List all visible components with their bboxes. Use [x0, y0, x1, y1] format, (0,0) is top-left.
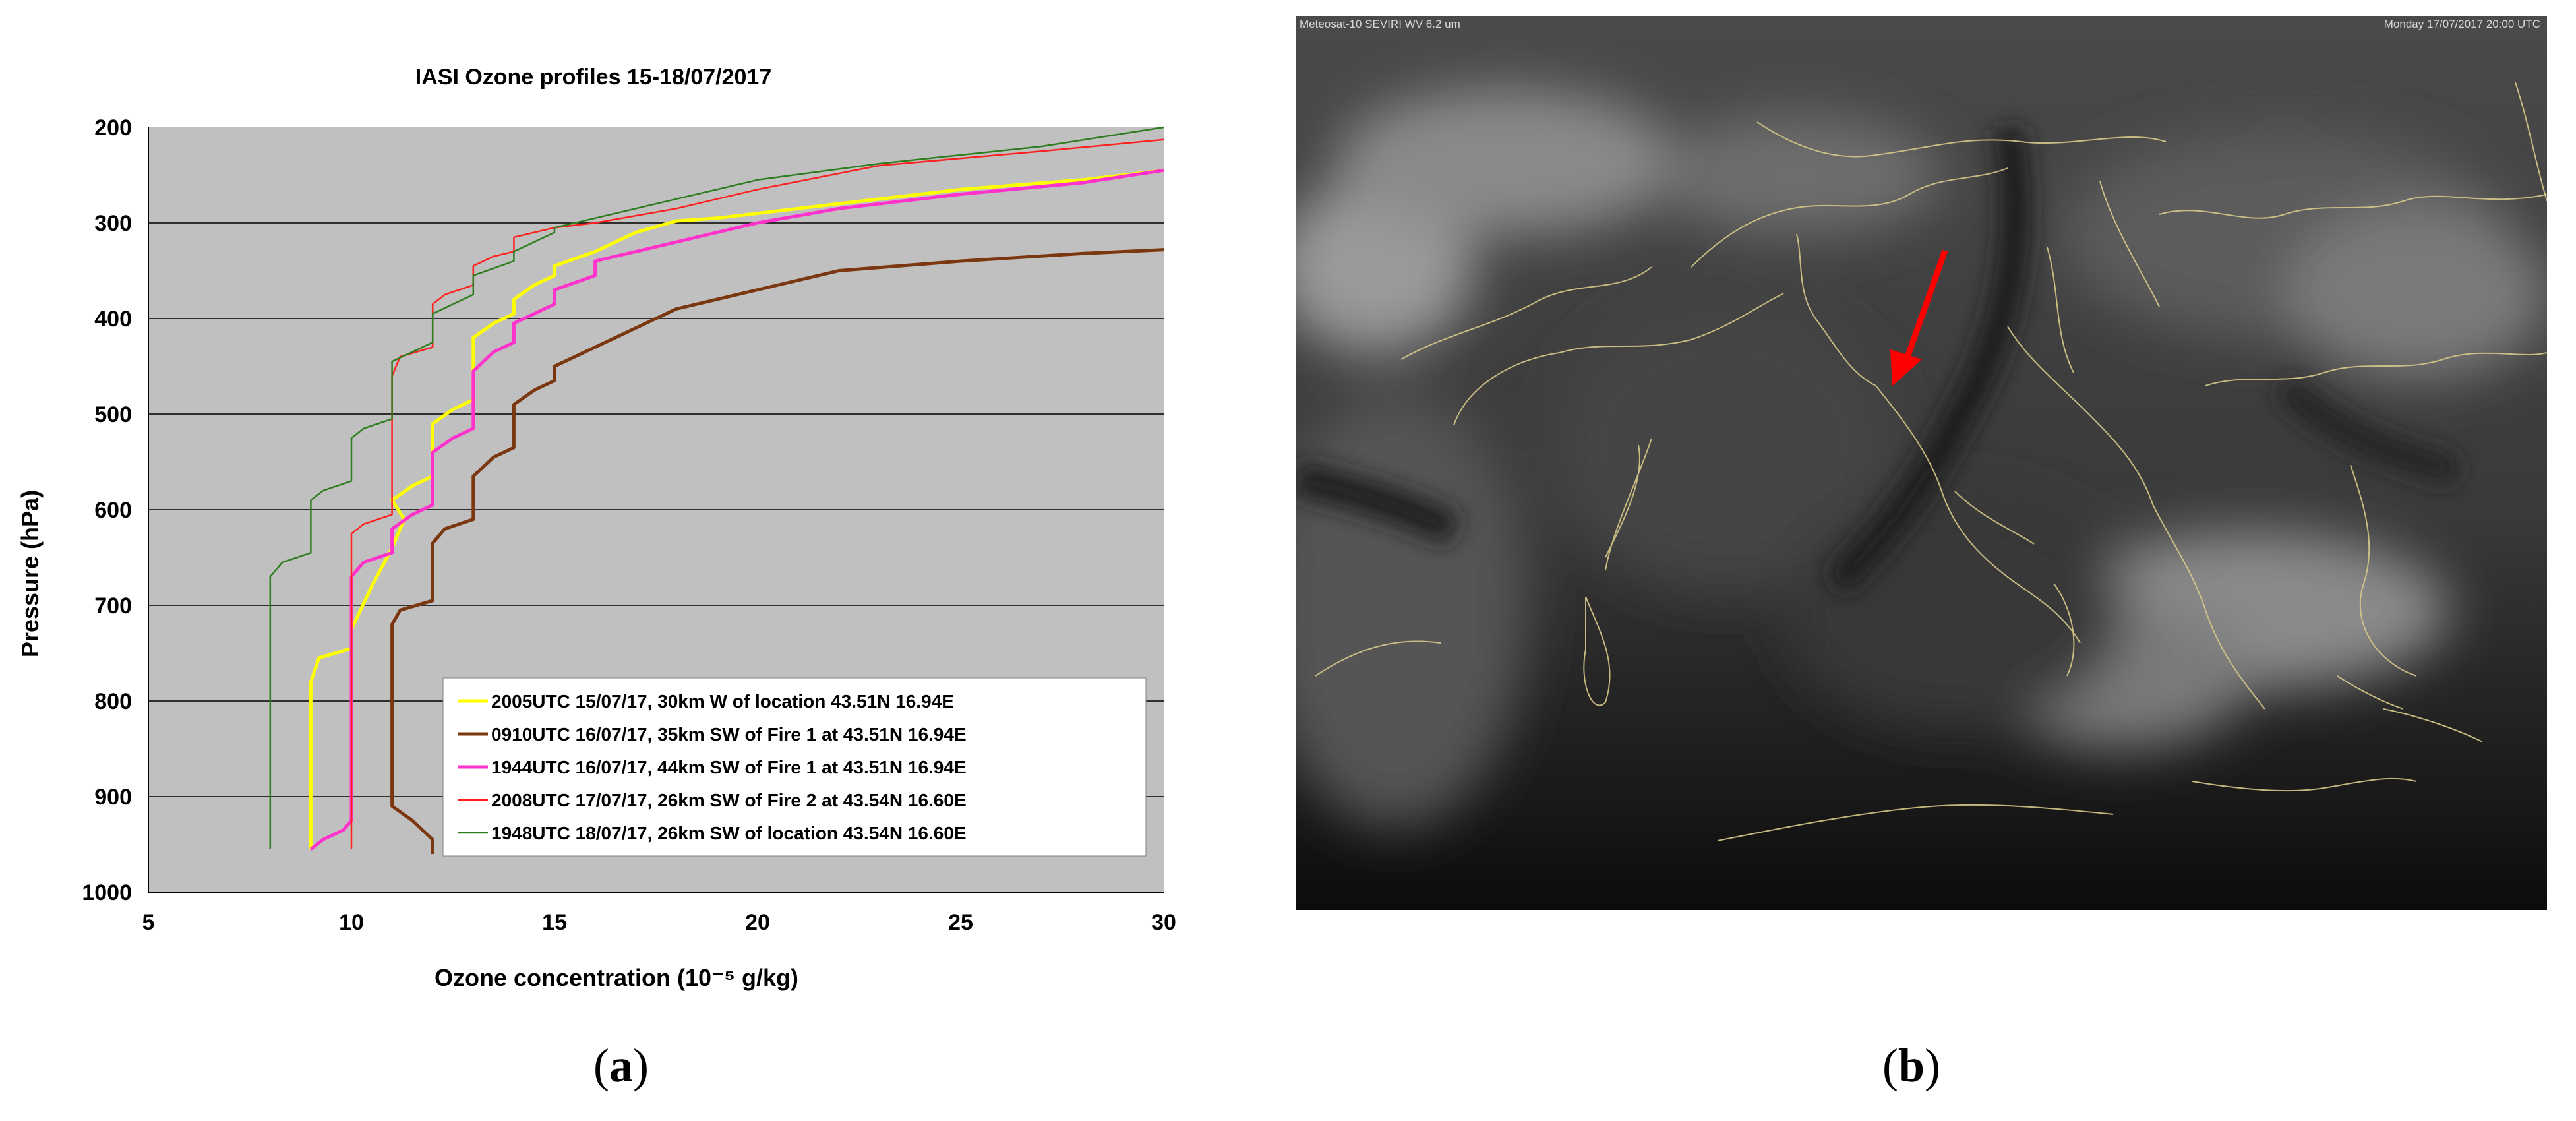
- highlight-arrow-shaft: [1902, 249, 1948, 364]
- legend-label-5: 1948UTC 18/07/17, 26km SW of location 43…: [491, 823, 967, 843]
- satellite-header-right: Monday 17/07/2017 20:00 UTC: [2383, 18, 2540, 30]
- y-tick-label: 200: [94, 115, 132, 140]
- y-tick-label: 1000: [82, 880, 132, 905]
- series-line-5: [269, 126, 1164, 849]
- x-tick-label: 20: [745, 910, 770, 935]
- ozone-profile-chart: IASI Ozone profiles 15-18/07/2017 200300…: [16, 65, 1176, 991]
- legend-label-1: 2005UTC 15/07/17, 30km W of location 43.…: [491, 691, 954, 712]
- y-tick-label: 600: [94, 498, 132, 523]
- highlight-arrow-head: [1890, 349, 1922, 386]
- y-tick-label: 300: [94, 211, 132, 236]
- x-tick-labels: 5 10 15 20 25 30: [142, 910, 1176, 935]
- legend-label-2: 0910UTC 16/07/17, 35km SW of Fire 1 at 4…: [491, 724, 967, 744]
- x-tick-label: 5: [142, 910, 155, 935]
- chart-title: IASI Ozone profiles 15-18/07/2017: [415, 65, 771, 90]
- coastlines-borders: [1315, 82, 2547, 841]
- x-tick-label: 10: [339, 910, 364, 935]
- y-tick-label: 900: [94, 785, 132, 810]
- series-line-3: [309, 168, 1164, 851]
- legend-box: [442, 677, 1147, 857]
- series-lines: [269, 126, 1164, 854]
- x-axis-label: Ozone concentration (10⁻⁵ g/kg): [434, 964, 798, 991]
- panel-label-a: (a): [593, 1039, 649, 1092]
- y-tick-label: 800: [94, 689, 132, 714]
- satellite-image-panel: Meteosat-10 SEVIRI WV 6.2 um Monday 17/0…: [1296, 16, 2547, 910]
- series-line-1: [309, 168, 1164, 849]
- dark-bands: [1296, 125, 2459, 594]
- x-tick-label: 30: [1151, 910, 1176, 935]
- y-tick-label: 400: [94, 307, 132, 332]
- legend-label-3: 1944UTC 16/07/17, 44km SW of Fire 1 at 4…: [491, 757, 967, 777]
- series-line-4: [350, 138, 1164, 849]
- legend-items: 2005UTC 15/07/17, 30km W of location 43.…: [458, 691, 967, 843]
- legend-label-4: 2008UTC 17/07/17, 26km SW of Fire 2 at 4…: [491, 790, 967, 810]
- y-tick-label: 500: [94, 402, 132, 427]
- y-axis-label: Pressure (hPa): [16, 490, 44, 657]
- x-tick-label: 25: [948, 910, 973, 935]
- y-tick-labels: 200 300 400 500 600 700 800 900 1000: [82, 115, 132, 905]
- water-vapour-image: [1296, 16, 2547, 910]
- legend: 2005UTC 15/07/17, 30km W of location 43.…: [442, 677, 1147, 857]
- panel-label-b: (b): [1882, 1039, 1941, 1092]
- satellite-header-left: Meteosat-10 SEVIRI WV 6.2 um: [1300, 18, 1460, 30]
- y-tick-label: 700: [94, 593, 132, 619]
- x-tick-label: 15: [542, 910, 567, 935]
- series-line-2: [390, 248, 1164, 854]
